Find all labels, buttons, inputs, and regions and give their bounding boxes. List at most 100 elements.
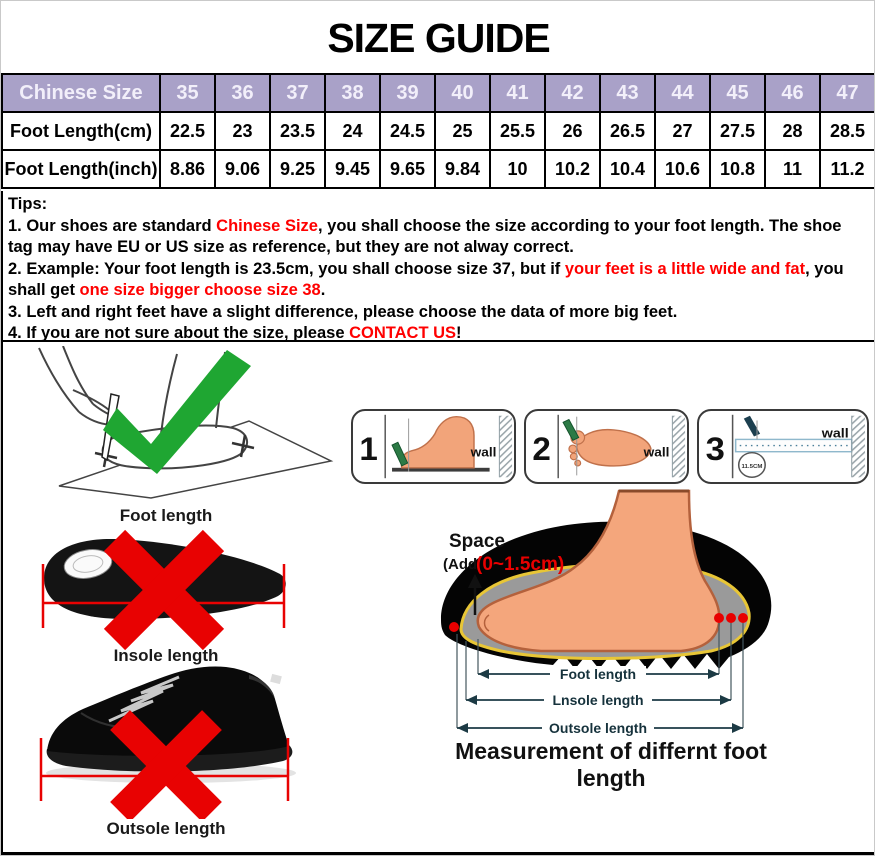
green-checkmark-icon xyxy=(103,350,251,474)
tips-section: Tips: 1. Our shoes are standard Chinese … xyxy=(1,191,874,342)
size-cell: 45 xyxy=(709,73,766,113)
tip-3: 3. Left and right feet have a slight dif… xyxy=(8,302,678,321)
inch-cell: 10.6 xyxy=(654,149,711,189)
foot-shape xyxy=(476,489,721,653)
size-cell: 43 xyxy=(599,73,656,113)
sneaker-illustration xyxy=(39,666,296,819)
table-row-sizes: Chinese Size 35 36 37 38 39 40 41 42 43 … xyxy=(1,73,874,113)
tip-2: 2. Example: Your foot length is 23.5cm, … xyxy=(8,259,844,300)
insole-length-label: Insole length xyxy=(113,646,219,665)
insole-logo-inner xyxy=(72,555,104,573)
shoe-upper xyxy=(47,666,289,756)
size-cell: 41 xyxy=(489,73,546,113)
page-title: SIZE GUIDE xyxy=(327,15,550,61)
size-cell: 36 xyxy=(214,73,271,113)
space-range-label: (0~1.5cm) xyxy=(476,554,564,575)
size-cell: 40 xyxy=(434,73,491,113)
measure-dots xyxy=(449,613,748,632)
cm-cell: 24.5 xyxy=(379,111,436,151)
ground-line xyxy=(392,467,490,472)
inch-cell: 10.2 xyxy=(544,149,601,189)
cm-cell: 26.5 xyxy=(599,111,656,151)
row-header-cm: Foot Length(cm) xyxy=(1,111,161,151)
measure-arrowheads xyxy=(457,669,743,733)
table-row-cm: Foot Length(cm) 22.5 23 23.5 24 24.5 25 … xyxy=(1,111,874,151)
inch-cell: 8.86 xyxy=(159,149,216,189)
size-cell: 47 xyxy=(819,73,874,113)
inch-cell: 9.84 xyxy=(434,149,491,189)
box-number: 2 xyxy=(532,431,550,467)
inch-cell: 11 xyxy=(764,149,821,189)
size-cell: 37 xyxy=(269,73,326,113)
inch-cell: 9.45 xyxy=(324,149,381,189)
ruler-badge xyxy=(737,451,766,478)
cm-cell: 23.5 xyxy=(269,111,326,151)
size-cell: 35 xyxy=(159,73,216,113)
size-cell: 46 xyxy=(764,73,821,113)
row-header-chinese-size: Chinese Size xyxy=(1,73,161,113)
foot-tracing-illustration xyxy=(38,346,334,499)
diagram-caption: Measurement of differnt foot length xyxy=(455,738,767,791)
heel-highlight xyxy=(249,675,275,699)
table-row-inch: Foot Length(inch) 8.86 9.06 9.25 9.45 9.… xyxy=(1,149,874,189)
foot-length-arrow-label: Foot length xyxy=(560,666,636,682)
red-x-icon xyxy=(103,529,225,651)
cm-cell: 25 xyxy=(434,111,491,151)
size-table: Chinese Size 35 36 37 38 39 40 41 42 43 … xyxy=(1,73,874,189)
foot-length-label: Foot length xyxy=(119,506,213,525)
cm-cell: 25.5 xyxy=(489,111,546,151)
tip-4: 4. If you are not sure about the size, p… xyxy=(8,324,462,342)
insole-illustration xyxy=(41,529,286,651)
wall-diagram-1: 1 wall xyxy=(351,409,516,484)
red-x-icon xyxy=(110,710,222,819)
pen-icon xyxy=(391,441,409,467)
size-cell: 38 xyxy=(324,73,381,113)
cm-cell: 28 xyxy=(764,111,821,151)
size-cell: 39 xyxy=(379,73,436,113)
guide-lines xyxy=(456,623,744,728)
hand-sketch xyxy=(38,346,120,426)
outsole-length-label: Outsole length xyxy=(106,819,226,838)
cm-cell: 26 xyxy=(544,111,601,151)
wall-label: wall xyxy=(470,445,497,460)
wall-diagram-2: 2 wall xyxy=(524,409,689,484)
inch-cell: 10.8 xyxy=(709,149,766,189)
outsole-length-arrow-label: Outsole length xyxy=(549,720,647,736)
box-number: 1 xyxy=(359,431,377,467)
insole-logo xyxy=(63,549,113,579)
inch-cell: 9.65 xyxy=(379,149,436,189)
pen-icon xyxy=(562,418,580,441)
cm-cell: 28.5 xyxy=(819,111,874,151)
label-bg xyxy=(542,720,654,736)
ruler-badge-label: 11.5CM xyxy=(741,464,762,470)
space-arrowhead xyxy=(468,574,482,588)
foot-measurement-diagram: Space (Add (0~1.5cm) Foot length Lnsole … xyxy=(441,489,772,736)
space-label: Space xyxy=(449,531,505,552)
label-bg xyxy=(550,666,646,682)
wall-hatch xyxy=(672,415,686,478)
tip-1: 1. Our shoes are standard Chinese Size, … xyxy=(8,216,842,257)
wall-label: wall xyxy=(821,426,849,440)
inch-cell: 9.25 xyxy=(269,149,326,189)
insole-length-arrow-label: Lnsole length xyxy=(553,692,644,708)
box-number: 3 xyxy=(706,432,725,468)
inch-cell: 10 xyxy=(489,149,546,189)
toe-crease xyxy=(483,614,490,632)
wall-hatch xyxy=(851,415,865,478)
wall-diagram-3: 3 11.5CM wall xyxy=(697,409,869,484)
inch-cell: 11.2 xyxy=(819,149,874,189)
label-bg xyxy=(544,692,652,708)
size-cell: 42 xyxy=(544,73,601,113)
heel-tab xyxy=(270,673,282,685)
inch-cell: 10.4 xyxy=(599,149,656,189)
shoe-laces xyxy=(108,675,180,723)
tips-heading: Tips: xyxy=(8,195,48,213)
cm-cell: 22.5 xyxy=(159,111,216,151)
illustrations-frame xyxy=(1,340,874,855)
wall-label: wall xyxy=(643,445,670,460)
foot-side-icon xyxy=(400,415,475,469)
cm-cell: 27 xyxy=(654,111,711,151)
cm-cell: 24 xyxy=(324,111,381,151)
inch-cell: 9.06 xyxy=(214,149,271,189)
